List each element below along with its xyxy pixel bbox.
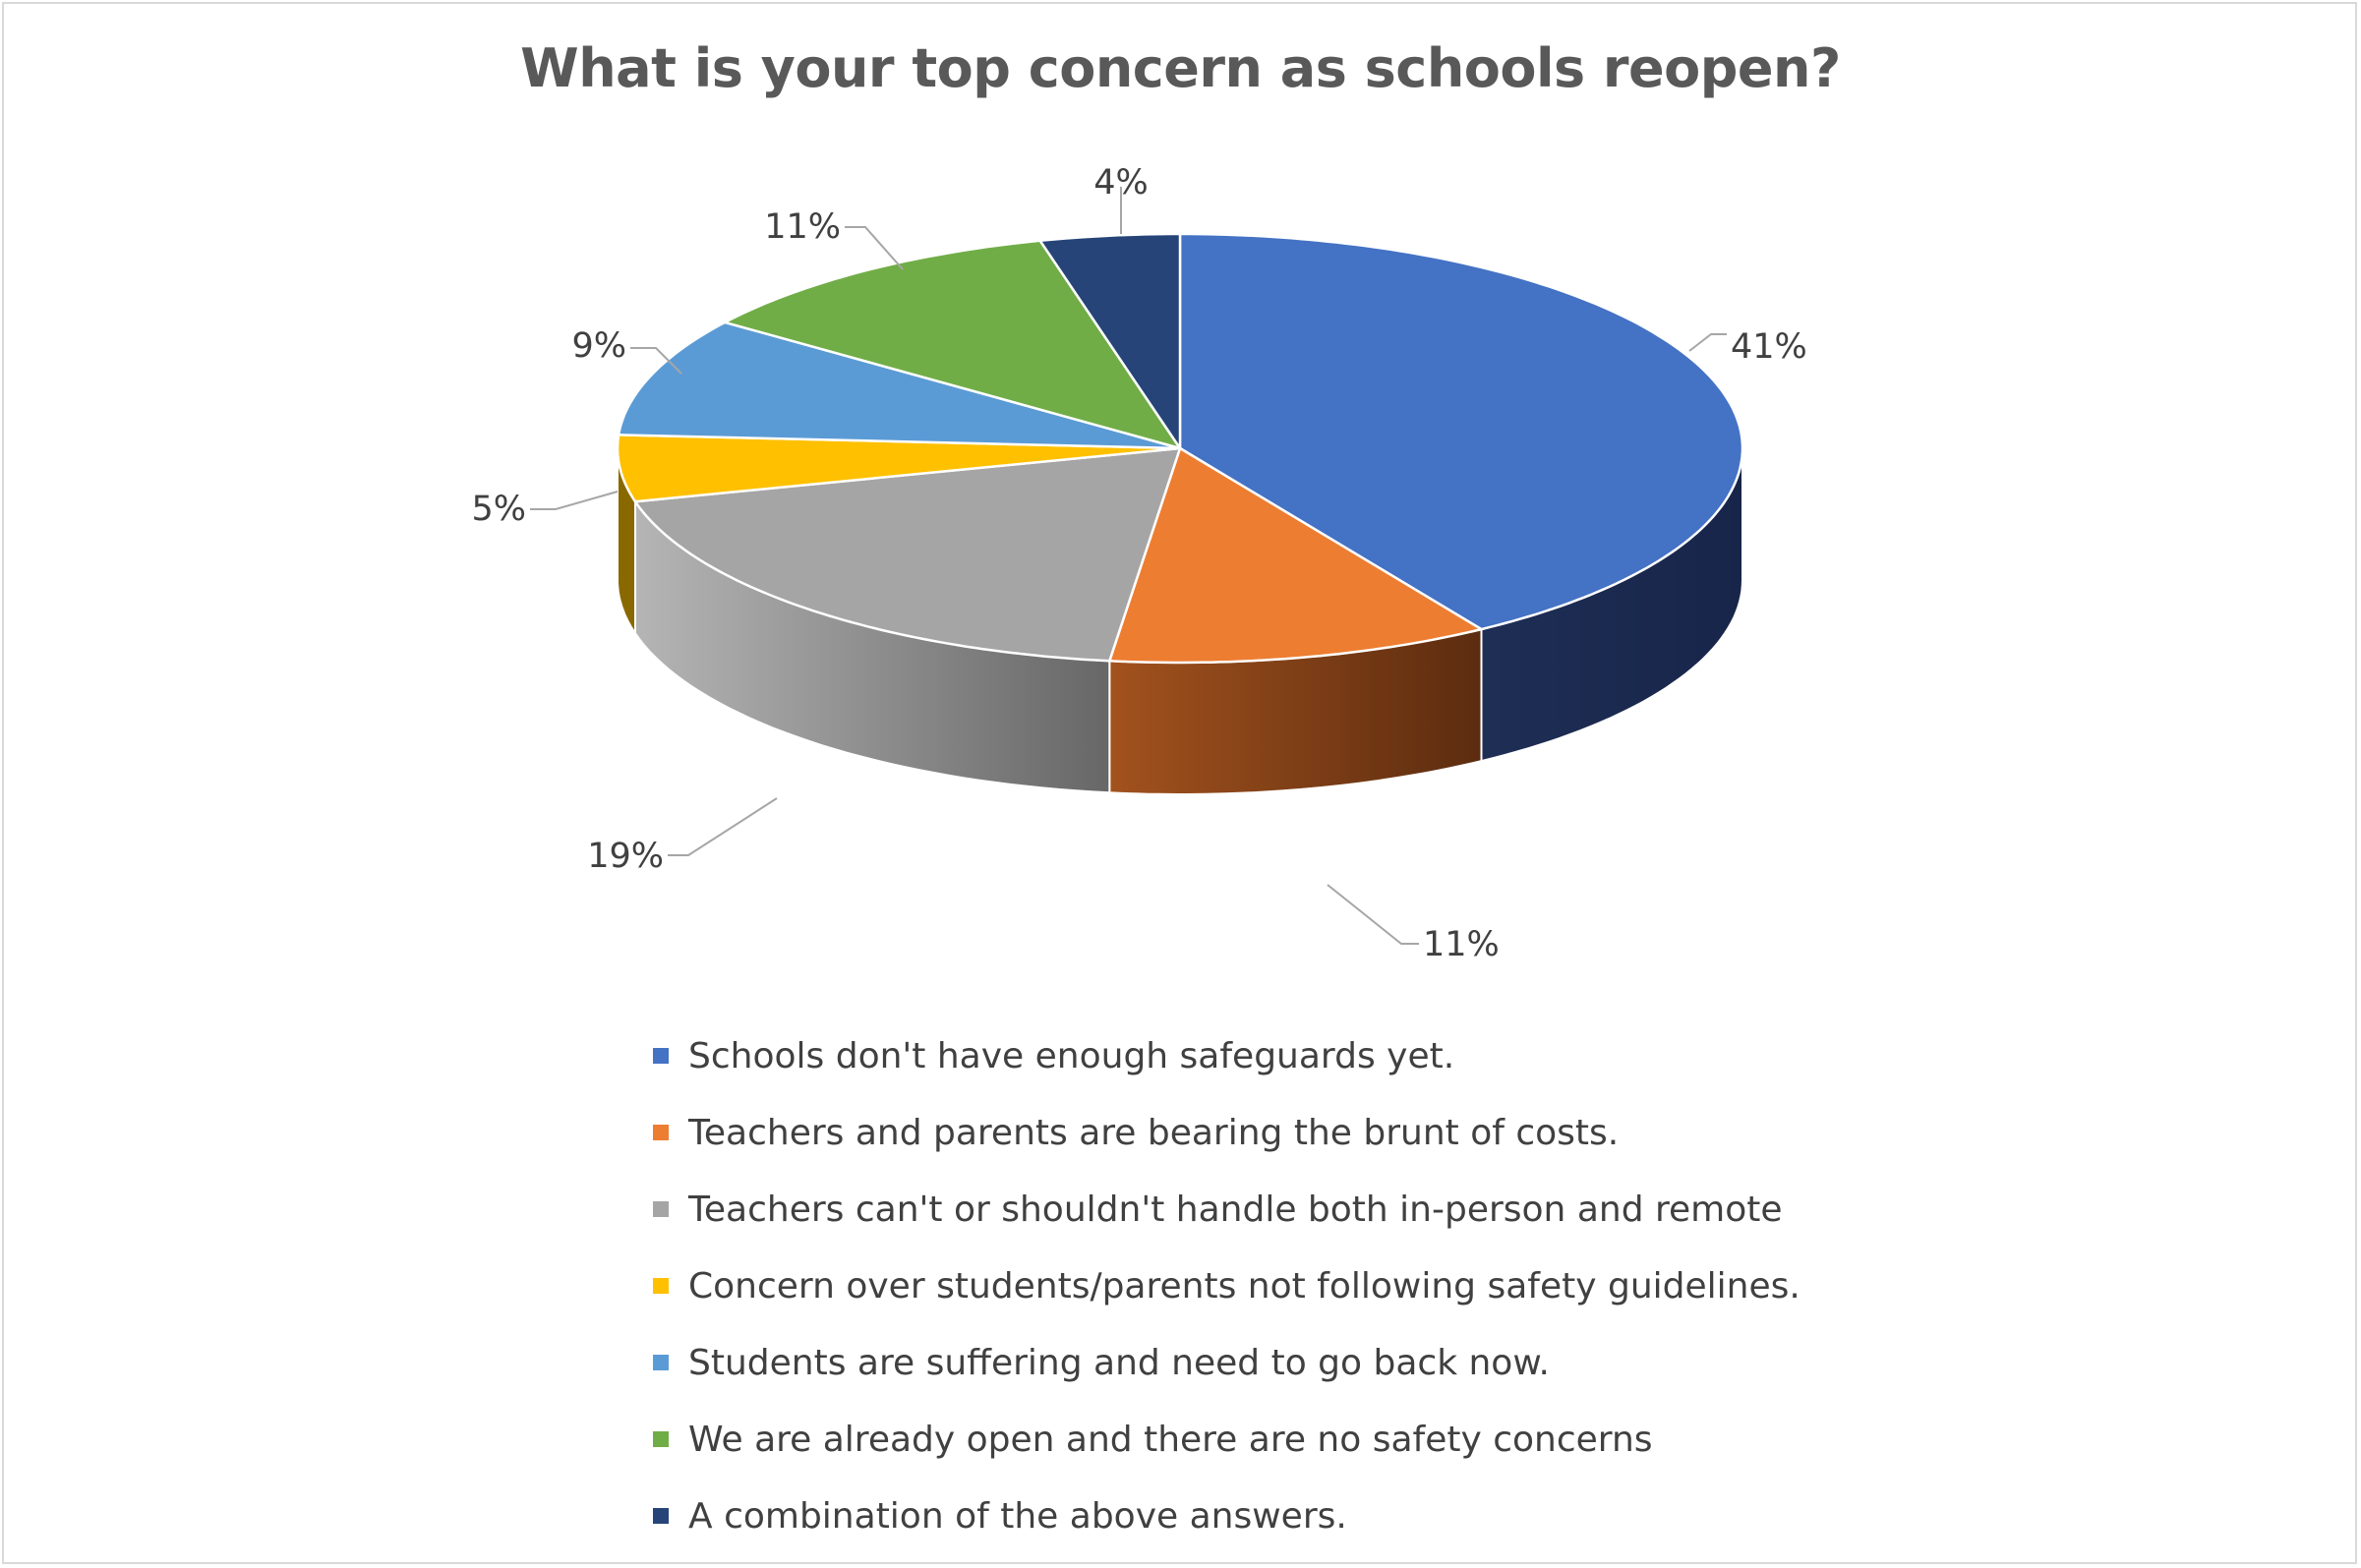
legend-label: Concern over students/parents not follow… [688, 1265, 1800, 1307]
legend-swatch [653, 1508, 669, 1524]
data-label-3: 5% [471, 490, 619, 529]
pie-slice-6 [1038, 232, 1182, 450]
leader-line [630, 347, 682, 375]
legend-item: Schools don't have enough safeguards yet… [653, 1017, 1800, 1094]
legend-item: Students are suffering and need to go ba… [653, 1324, 1800, 1401]
pie-slice-5 [723, 239, 1182, 450]
pie-slice-2 [633, 446, 1182, 663]
legend-swatch [653, 1048, 669, 1064]
pie-tops [616, 232, 1744, 665]
data-label-6: 4% [1093, 163, 1149, 234]
chart-title: What is your top concern as schools reop… [520, 37, 1841, 99]
legend-label: Teachers can't or shouldn't handle both … [688, 1189, 1783, 1230]
leader-line [1327, 884, 1419, 945]
pie-slice-4 [617, 320, 1182, 450]
legend-label: We are already open and there are no saf… [688, 1419, 1653, 1460]
leader-line [668, 797, 778, 856]
data-label-5: 11% [764, 207, 904, 270]
legend-swatch [653, 1125, 669, 1140]
legend-item: Teachers and parents are bearing the bru… [653, 1094, 1800, 1171]
legend-swatch [653, 1431, 669, 1447]
data-label-text: 11% [1423, 925, 1500, 964]
data-label-text: 19% [587, 837, 664, 876]
legend-swatch [653, 1201, 669, 1217]
leader-line [530, 491, 619, 510]
data-label-2: 19% [587, 797, 778, 876]
data-label-text: 4% [1093, 163, 1149, 203]
legend-swatch [653, 1355, 669, 1370]
legend-label: Schools don't have enough safeguards yet… [688, 1035, 1455, 1076]
pie-data-labels: 41% 11% 19% 5% 9% 11% 4% [471, 163, 1806, 964]
data-label-4: 9% [571, 326, 682, 375]
legend-item: A combination of the above answers. [653, 1478, 1800, 1554]
data-label-text: 5% [471, 490, 526, 529]
legend-item: We are already open and there are no saf… [653, 1401, 1800, 1478]
pie-slice-3 [616, 434, 1182, 503]
legend-label: Students are suffering and need to go ba… [688, 1342, 1550, 1383]
legend-label: Teachers and parents are bearing the bru… [688, 1112, 1620, 1153]
data-label-text: 41% [1731, 327, 1807, 367]
leader-line [1688, 333, 1727, 352]
data-label-text: 9% [571, 326, 626, 366]
legend-swatch [653, 1278, 669, 1294]
pie-slice-0 [1178, 232, 1744, 631]
legend-item: Teachers can't or shouldn't handle both … [653, 1171, 1800, 1248]
data-label-text: 11% [764, 207, 841, 247]
pie-slice-1 [1108, 446, 1483, 665]
leader-line [845, 226, 904, 270]
data-label-1: 11% [1327, 884, 1500, 964]
legend-item: Concern over students/parents not follow… [653, 1248, 1800, 1324]
legend-label: A combination of the above answers. [688, 1495, 1347, 1537]
data-label-0: 41% [1688, 327, 1807, 367]
legend: Schools don't have enough safeguards yet… [653, 1017, 1800, 1554]
